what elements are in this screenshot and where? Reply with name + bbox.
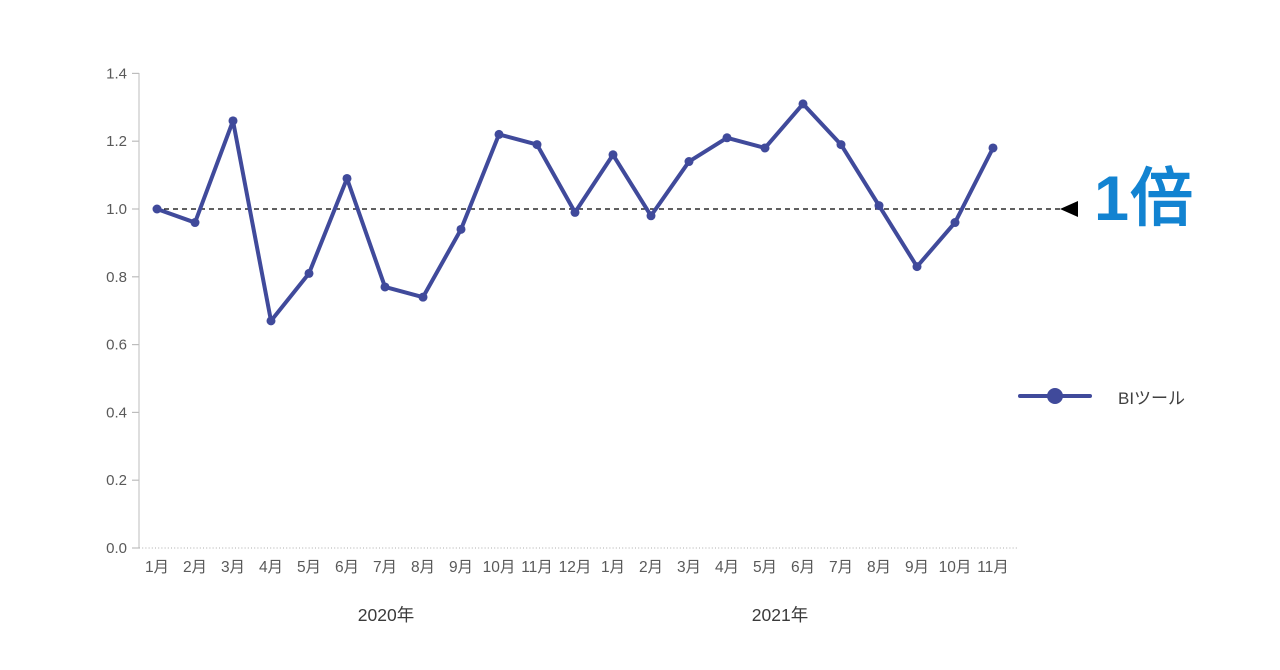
- series-bi-tool: [152, 99, 998, 326]
- data-point: [456, 224, 466, 234]
- data-point: [190, 218, 200, 228]
- x-tick-label: 6月: [335, 559, 359, 576]
- x-tick-label: 5月: [753, 559, 777, 576]
- x-tick-label: 7月: [829, 559, 853, 576]
- data-point: [798, 99, 808, 109]
- left-arrow-icon: [1060, 201, 1078, 217]
- x-tick-label: 8月: [411, 559, 435, 576]
- y-tick-label: 0.6: [106, 337, 127, 354]
- x-tick-label: 2月: [639, 559, 663, 576]
- x-tick-label: 9月: [905, 559, 929, 576]
- x-tick-label: 9月: [449, 559, 473, 576]
- x-tick-label: 6月: [791, 559, 815, 576]
- y-tick-label: 1.0: [106, 201, 127, 218]
- reference-line: [155, 201, 1078, 217]
- x-tick-label: 10月: [483, 559, 516, 576]
- data-point: [266, 316, 276, 326]
- data-point: [494, 129, 504, 139]
- y-tick-label: 1.2: [106, 133, 127, 150]
- x-axis: 1月 2月 3月 4月 5月 6月 7月 8月 9月 10月 11月 12月 1月 2月 3月 4月 5月 6月 7…: [139, 547, 1019, 625]
- data-point: [342, 173, 352, 183]
- x-tick-label: 1月: [145, 559, 169, 576]
- x-tick-label: 3月: [677, 559, 701, 576]
- y-tick-label: 0.2: [106, 472, 127, 489]
- x-tick-label: 10月: [939, 559, 972, 576]
- data-point: [304, 268, 314, 278]
- data-point: [684, 157, 694, 167]
- y-tick-label: 0.4: [106, 404, 127, 421]
- x-tick-label: 5月: [297, 559, 321, 576]
- x-tick-label: 11月: [977, 559, 1009, 576]
- legend-label: BIツール: [1118, 388, 1186, 408]
- data-point: [418, 292, 428, 302]
- data-point: [608, 150, 618, 160]
- x-group-label: 2021年: [752, 605, 808, 625]
- legend[interactable]: BIツール: [1018, 384, 1185, 408]
- x-group-label: 2020年: [358, 605, 414, 625]
- data-point: [836, 140, 846, 150]
- y-tick-label: 1.4: [106, 65, 127, 82]
- data-point: [912, 262, 922, 272]
- y-axis: 0.0 0.2 0.4 0.6 0.8 1.0 1.2 1.4: [106, 65, 140, 557]
- x-tick-label: 4月: [715, 559, 739, 576]
- data-point: [760, 143, 770, 153]
- x-tick-label: 11月: [521, 559, 553, 576]
- data-point: [950, 218, 960, 228]
- data-point: [570, 207, 580, 217]
- x-tick-label: 12月: [559, 559, 592, 576]
- x-tick-label: 2月: [183, 559, 207, 576]
- y-tick-label: 0.0: [106, 540, 127, 557]
- x-tick-label: 4月: [259, 559, 283, 576]
- data-point: [646, 211, 656, 221]
- x-tick-label: 8月: [867, 559, 891, 576]
- data-point: [380, 282, 390, 292]
- x-tick-label: 7月: [373, 559, 397, 576]
- y-tick-label: 0.8: [106, 269, 127, 286]
- data-point: [228, 116, 238, 126]
- data-point: [722, 133, 732, 143]
- data-point: [874, 201, 884, 211]
- data-point: [152, 204, 162, 214]
- legend-dot-icon: [1047, 388, 1063, 404]
- x-tick-label: 3月: [221, 559, 245, 576]
- x-tick-label: 1月: [601, 559, 625, 576]
- legend-line-marker: [1018, 388, 1092, 404]
- data-point: [988, 143, 998, 153]
- data-point: [532, 140, 542, 150]
- reference-line-label: 1倍: [1094, 164, 1195, 234]
